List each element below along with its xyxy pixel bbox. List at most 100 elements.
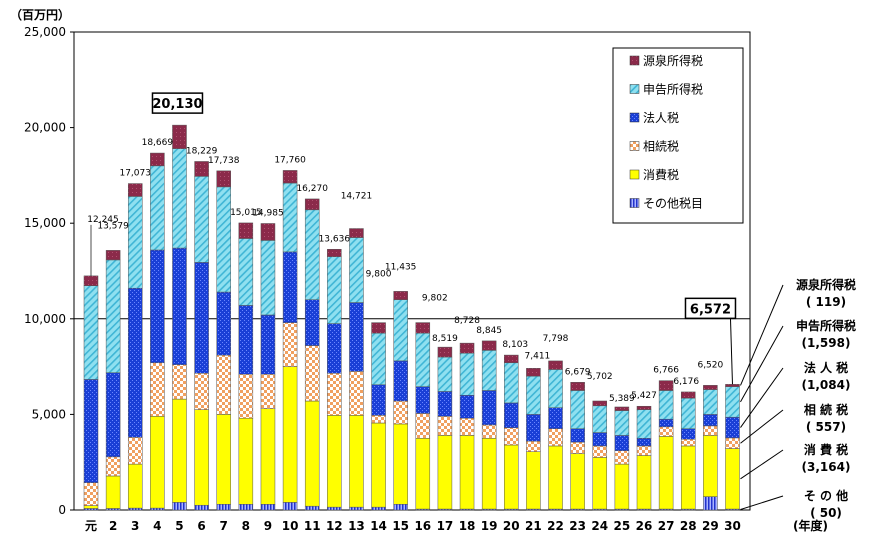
bar-segment — [658, 418, 674, 428]
bar-segment — [393, 291, 408, 300]
bar-stack — [393, 291, 408, 511]
bar-stack — [526, 368, 541, 511]
total-label: 17,073 — [119, 169, 151, 179]
bar-segment — [371, 322, 386, 334]
bar-segment — [83, 482, 99, 506]
y-tick-label: 0 — [58, 503, 66, 517]
bar-stack — [282, 170, 298, 511]
y-tick-label: 10,000 — [24, 312, 66, 326]
x-tick-label: 11 — [304, 519, 321, 533]
bar-segment — [238, 305, 254, 375]
bar-segment — [614, 463, 630, 510]
bar-segment — [282, 182, 298, 253]
bar-segment — [260, 240, 276, 316]
x-tick-label: 8 — [242, 519, 250, 533]
legend-label: その他税目 — [643, 197, 703, 211]
bar-segment — [592, 445, 608, 458]
x-tick-label: 27 — [658, 519, 675, 533]
bar-segment — [194, 262, 209, 374]
bar-segment — [216, 186, 231, 293]
legend-swatch — [629, 169, 640, 180]
bar-segment — [371, 332, 386, 386]
total-label: 7,798 — [543, 334, 569, 344]
bar-segment — [393, 299, 408, 362]
x-tick-label: 2 — [109, 519, 117, 533]
bar-segment — [437, 391, 453, 417]
bar-segment — [194, 504, 209, 511]
bar-segment — [703, 385, 718, 390]
bar-segment — [658, 380, 674, 391]
bar-segment — [570, 390, 585, 429]
plot-frame — [73, 31, 751, 511]
bar-segment — [680, 397, 696, 429]
bar-segment — [703, 435, 718, 497]
annotation-name: 申告所得税 — [796, 318, 856, 333]
bar-segment — [83, 275, 99, 286]
bar-segment — [282, 170, 298, 184]
bar-segment — [327, 415, 342, 508]
bar-segment — [127, 287, 143, 438]
bar-stack — [127, 183, 143, 511]
bar-segment — [127, 463, 143, 509]
total-label: 18,229 — [186, 146, 218, 156]
total-label: 13,579 — [97, 221, 129, 231]
bar-stack — [548, 360, 563, 511]
annotation-value: (1,084) — [802, 378, 851, 392]
legend-label: 源泉所得税 — [643, 53, 703, 68]
bar-segment — [150, 165, 165, 251]
bar-segment — [238, 504, 254, 511]
bar-segment — [437, 356, 453, 392]
bar-segment — [393, 400, 408, 425]
total-label: 14,721 — [341, 192, 373, 202]
x-tick-label: 15 — [392, 519, 409, 533]
bar-segment — [216, 504, 231, 511]
bar-segment — [349, 371, 364, 416]
bar-segment — [150, 152, 165, 167]
bar-segment — [636, 405, 652, 410]
bar-stack — [680, 391, 696, 511]
bar-segment — [592, 457, 608, 510]
bar-segment — [393, 504, 408, 511]
bar-stack — [703, 385, 718, 511]
bar-segment — [260, 504, 276, 511]
bar-segment — [703, 496, 718, 511]
bar-segment — [415, 332, 431, 387]
annotation-value: (3,164) — [802, 460, 851, 474]
bar-segment — [437, 435, 453, 510]
bar-segment — [481, 390, 497, 426]
bar-segment — [172, 398, 187, 503]
bar-segment — [349, 228, 364, 238]
bar-stack — [614, 406, 630, 511]
bar-segment — [504, 444, 519, 510]
y-axis: 0 5,000 10,000 15,000 20,000 25,000 — [24, 25, 74, 517]
bar-segment — [304, 299, 320, 346]
total-label: 6,679 — [565, 367, 591, 377]
bar-segment — [614, 406, 630, 411]
bar-segment — [548, 445, 563, 510]
bar-segment — [327, 249, 342, 257]
x-tick-label: 19 — [481, 519, 498, 533]
annotation-name: 相 続 税 — [804, 402, 848, 417]
bar-segment — [680, 439, 696, 447]
bar-segment — [260, 223, 276, 241]
x-tick-label: 24 — [591, 519, 608, 533]
bars-group — [83, 124, 740, 511]
total-label: 11,435 — [385, 262, 417, 272]
bar-segment — [548, 428, 563, 447]
y-axis-unit-label: （百万円） — [10, 7, 70, 22]
bar-segment — [282, 322, 298, 367]
bar-segment — [194, 176, 209, 263]
total-label: 7,411 — [525, 351, 551, 361]
bar-segment — [304, 198, 320, 211]
bar-segment — [725, 384, 740, 387]
bar-stack — [83, 275, 99, 511]
total-label: 8,845 — [476, 326, 502, 336]
annotation-name: 消 費 税 — [804, 442, 848, 457]
bar-segment — [216, 354, 231, 415]
bar-segment — [415, 413, 431, 439]
bar-segment — [592, 432, 608, 447]
annotation-value: (1,598) — [802, 336, 851, 350]
bar-segment — [703, 414, 718, 427]
x-tick-label: 5 — [175, 519, 183, 533]
